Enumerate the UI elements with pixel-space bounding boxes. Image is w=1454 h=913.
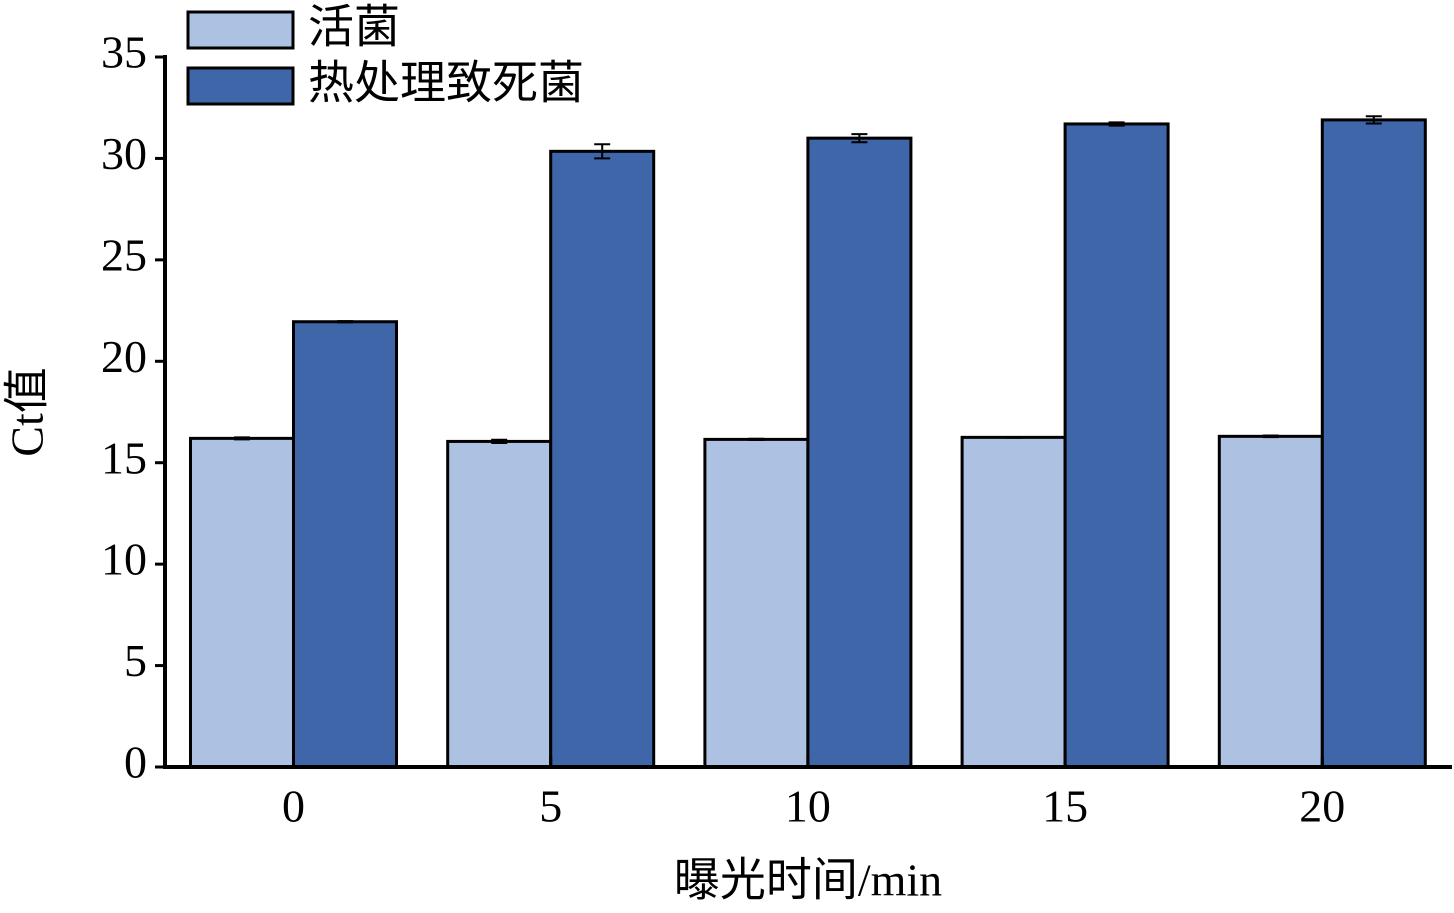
bar [960,435,1067,769]
legend-swatch [186,10,295,50]
legend-label: 活菌 [308,2,400,53]
y-tick-label: 30 [101,128,147,179]
x-tick-label: 0 [282,781,305,832]
x-tick-label: 10 [785,781,831,832]
bar [549,149,656,769]
error-bar [1108,121,1125,127]
error-bar [234,436,250,441]
error-bar [594,143,611,160]
x-axis-label: 曝光时间/min [674,855,942,906]
error-bar [337,320,353,324]
y-axis-label: Ct值 [2,367,53,456]
error-bar [1005,435,1022,439]
y-tick-label: 15 [101,432,147,483]
bar [1063,122,1170,769]
y-tick-label: 10 [101,534,147,585]
bar [703,437,810,769]
bar [806,136,913,769]
y-tick-label: 0 [124,737,147,788]
y-tick-label: 20 [101,331,147,382]
y-tick-label: 5 [124,635,147,686]
error-bar [491,438,508,445]
x-tick-label: 20 [1299,781,1345,832]
error-bar [748,437,765,441]
x-tick-label: 5 [539,781,562,832]
bar [446,439,553,769]
error-bar [1365,115,1382,125]
x-tick-label: 15 [1042,781,1088,832]
bar [1320,118,1427,769]
y-tick-label: 25 [101,229,147,280]
bar [1217,434,1324,769]
legend-label: 热处理致死菌 [308,58,584,109]
error-bar [851,133,868,144]
error-bar [1262,434,1279,439]
bar [189,436,295,769]
bar [292,320,398,769]
y-tick-label: 35 [101,27,147,78]
legend-swatch [186,66,295,106]
